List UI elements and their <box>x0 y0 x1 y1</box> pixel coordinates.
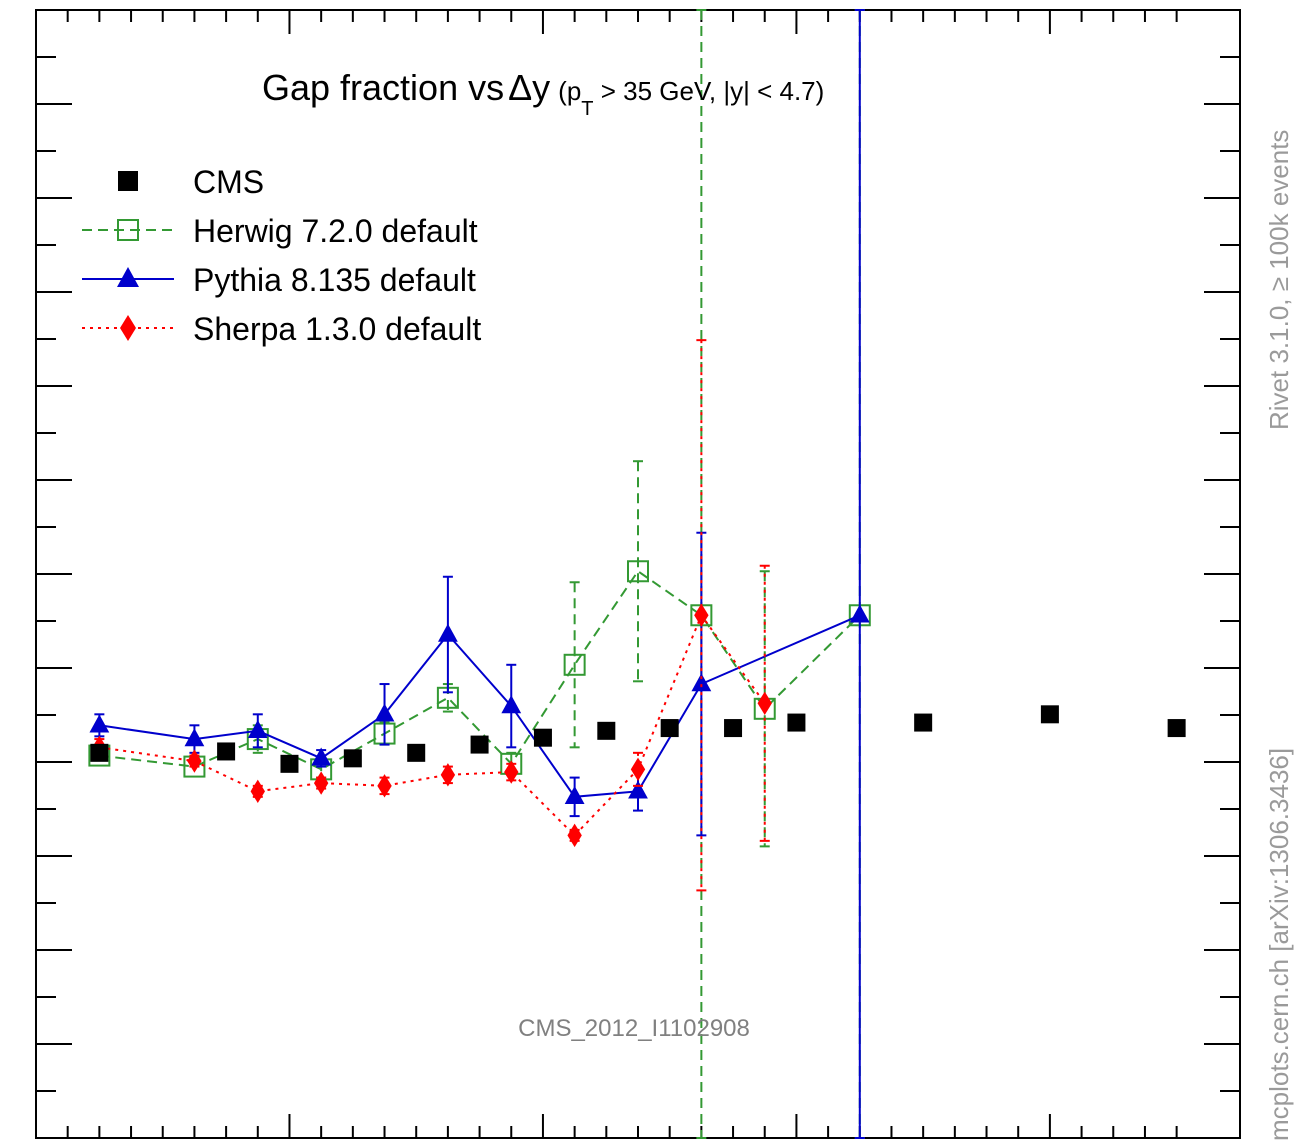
rivet-version-label: Rivet 3.1.0, ≥ 100k events <box>1264 129 1294 430</box>
pythia-point <box>691 673 712 692</box>
cms-point <box>914 713 933 732</box>
legend-label-herwig: Herwig 7.2.0 default <box>193 213 478 249</box>
legend-label-sherpa: Sherpa 1.3.0 default <box>193 311 481 347</box>
analysis-watermark: CMS_2012_I1102908 <box>518 1015 750 1042</box>
legend-entry-cms: CMS <box>118 164 264 200</box>
sherpa-series <box>92 339 772 892</box>
cms-point <box>597 721 616 740</box>
pythia-point <box>374 703 395 722</box>
cms-point <box>1167 719 1186 738</box>
pythia-point <box>311 747 332 766</box>
sherpa-point <box>504 760 519 784</box>
cms-point <box>533 728 552 747</box>
cms-point <box>1040 705 1059 724</box>
cms-point <box>787 713 806 732</box>
chart-title-symbol: Δy <box>508 67 550 108</box>
cms-point <box>407 743 426 762</box>
pythia-point <box>628 780 648 799</box>
cms-series <box>90 705 1186 773</box>
chart-title-cuts-suffix: > 35 GeV, |y| < 4.7) <box>594 76 825 106</box>
legend-marker-sherpa <box>120 315 136 341</box>
sherpa-point <box>694 603 709 627</box>
data-series <box>88 9 1186 1139</box>
cms-point <box>280 754 299 773</box>
cms-point <box>90 743 109 762</box>
pythia-point <box>849 604 870 623</box>
sherpa-point <box>440 763 456 787</box>
legend-marker-pythia <box>117 267 139 287</box>
legend-label-cms: CMS <box>193 164 264 200</box>
sherpa-point <box>187 749 202 773</box>
cms-point <box>724 719 743 738</box>
mcplots-credit-label: mcplots.cern.ch [arXiv:1306.3436] <box>1264 747 1294 1141</box>
chart-title-cuts-prefix: (p <box>558 76 581 106</box>
cms-point <box>470 735 489 754</box>
chart-title-main: Gap fraction vs <box>262 67 504 108</box>
cms-point <box>343 749 362 768</box>
sherpa-point <box>630 757 646 782</box>
pythia-point <box>247 720 268 739</box>
herwig-point <box>563 653 586 676</box>
legend-entry-herwig: Herwig 7.2.0 default <box>82 213 478 249</box>
pythia-point <box>564 786 585 805</box>
legend-label-pythia: Pythia 8.135 default <box>193 262 476 298</box>
legend-entry-pythia: Pythia 8.135 default <box>82 262 476 298</box>
sherpa-point <box>377 774 392 798</box>
legend-marker-herwig <box>117 219 139 241</box>
sherpa-point <box>757 691 772 716</box>
sherpa-line <box>99 613 766 837</box>
legend-marker-cms <box>118 171 138 191</box>
legend: CMS Herwig 7.2.0 default Pythia 8.135 defa… <box>82 164 481 347</box>
chart-title: Gap fraction vs Δy (pT > 35 GeV, |y| < 4.7… <box>262 67 824 120</box>
pythia-line <box>99 614 861 798</box>
pythia-point <box>437 623 458 642</box>
chart-title-cuts-subscript: T <box>581 98 593 120</box>
legend-entry-sherpa: Sherpa 1.3.0 default <box>82 311 481 347</box>
herwig-point <box>627 560 649 583</box>
pythia-point <box>501 695 522 714</box>
pythia-point <box>184 728 205 747</box>
sherpa-point <box>250 779 265 804</box>
cms-point <box>660 719 679 738</box>
pythia-series <box>89 9 870 1139</box>
pythia-point <box>89 714 110 733</box>
sherpa-point <box>567 823 582 848</box>
sherpa-point <box>313 771 329 795</box>
axis-ticks <box>35 9 1240 1139</box>
cms-point <box>217 742 236 761</box>
